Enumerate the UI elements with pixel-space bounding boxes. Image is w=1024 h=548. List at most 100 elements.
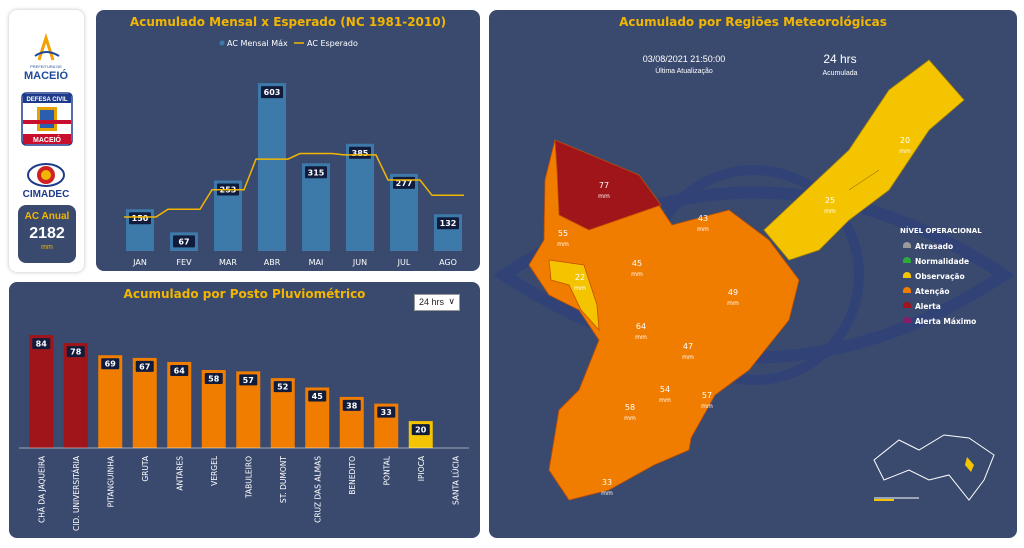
monthly-bar-label: 385 <box>352 149 369 158</box>
monthly-xtick: MAI <box>309 258 324 267</box>
level-legend: NÍVEL OPERACIONAL Atrasado Normalidade Obs… <box>900 226 982 326</box>
region-unit: mm <box>697 226 709 233</box>
legend-cloud-icon <box>903 272 911 276</box>
monthly-bar-label-bg <box>261 86 283 99</box>
posto-xtick: BENEDITO <box>348 456 357 495</box>
monthly-xtick: ABR <box>264 258 281 267</box>
monthly-bar-label: 132 <box>440 219 457 228</box>
inset-map <box>873 434 995 501</box>
logo2-top: DEFESA CIVIL <box>26 97 67 103</box>
logo2-bottom: MACEIÓ <box>33 135 62 144</box>
monthly-legend: AC Mensal Máx AC Esperado <box>219 39 358 48</box>
period-dropdown[interactable]: 24 hrs ∨ <box>414 294 460 311</box>
posto-title: Acumulado por Posto Pluviométrico <box>123 287 366 301</box>
posto-bar-label-bg <box>273 381 292 393</box>
legend-item-label: Normalidade <box>915 257 969 266</box>
posto-bar-label: 57 <box>243 376 254 385</box>
prefeitura-logo: PREFEITURA DE MACEIÓ <box>24 33 68 82</box>
posto-bar-label: 52 <box>277 383 288 392</box>
monthly-bar-label: 150 <box>132 214 149 223</box>
posto-xtick: CID. UNIVERSITÁRIA <box>72 455 81 531</box>
region-unit: mm <box>824 208 836 215</box>
region-value: 77 <box>599 181 609 190</box>
monthly-title: Acumulado Mensal x Esperado (NC 1981-201… <box>129 15 447 29</box>
region-unit: mm <box>601 490 613 497</box>
cimadec-logo: CIMADEC <box>23 163 70 200</box>
period-dropdown-value: 24 hrs <box>419 297 445 307</box>
posto-bar-label-bg <box>32 338 51 350</box>
posto-xtick: VERGEL <box>210 455 219 486</box>
monthly-xtick: JAN <box>132 258 147 267</box>
posto-bar-label-bg <box>204 373 223 385</box>
posto-bar-label: 45 <box>312 392 324 401</box>
posto-bar-label: 84 <box>36 340 48 349</box>
posto-bar-label-bg <box>239 374 258 386</box>
region-unit: mm <box>631 271 643 278</box>
defesa-civil-logo: DEFESA CIVIL MACEIÓ <box>21 92 73 146</box>
region-value: 20 <box>900 136 910 145</box>
region-value: 49 <box>728 288 738 297</box>
legend-cloud-icon <box>903 257 911 261</box>
ac-anual-unit: mm <box>41 244 53 251</box>
update-info: 03/08/2021 21:50:00 Última Atualização <box>629 54 739 75</box>
region-unit: mm <box>574 285 586 292</box>
legend-item-label: Atrasado <box>915 242 953 251</box>
legend-cloud-icon <box>903 302 911 306</box>
region-unit: mm <box>899 148 911 155</box>
posto-xtick: ANTARES <box>175 456 184 491</box>
monthly-xtick: FEV <box>176 258 192 267</box>
posto-bar-label-bg <box>135 360 154 372</box>
region-unit: mm <box>598 193 610 200</box>
monthly-bar-label-bg <box>173 235 195 248</box>
posto-bar[interactable] <box>132 357 157 448</box>
posto-chart: 84 CHÃ DA JAQUEIRA 78 CID. UNIVERSITÁRIA 69 P… <box>19 335 469 531</box>
legend-item-label: Atenção <box>915 287 949 296</box>
posto-xtick: PITANGUINHA <box>106 455 115 507</box>
legend-item-label: Observação <box>915 272 965 281</box>
posto-xtick: IPIOCA <box>417 455 426 481</box>
legend-mensal-label: AC Mensal Máx <box>227 39 288 48</box>
posto-bar[interactable] <box>98 355 123 448</box>
logo1-text: MACEIÓ <box>24 69 68 82</box>
ac-anual-card: AC Anual 2182 mm <box>18 205 76 263</box>
period-label: Acumulada <box>822 70 858 77</box>
monthly-bar-label: 315 <box>308 168 325 177</box>
region-value: 55 <box>558 229 568 238</box>
posto-bar[interactable] <box>29 335 54 448</box>
regions-map: 77 mm 55 mm 43 mm 22 mm 45 mm 49 mm 64 mm 47 mm 54 mm 58 mm… <box>493 59 1015 501</box>
monthly-bar[interactable] <box>258 83 286 251</box>
region-atencao <box>528 139 800 501</box>
posto-bar-label-bg <box>377 406 396 418</box>
region-value: 54 <box>660 385 670 394</box>
posto-bar[interactable] <box>167 361 192 448</box>
legend-mensal-swatch <box>219 40 225 46</box>
ac-anual-label: AC Anual <box>24 211 70 222</box>
region-value: 25 <box>825 196 835 205</box>
update-datetime: 03/08/2021 21:50:00 <box>642 54 726 64</box>
regions-title: Acumulado por Regiões Meteorológicas <box>619 15 887 29</box>
region-unit: mm <box>659 397 671 404</box>
legend-cloud-icon <box>903 242 911 246</box>
legend-cloud-icon <box>903 287 911 291</box>
posto-xtick: SANTA LÚCIA <box>451 455 460 505</box>
monthly-xtick: AGO <box>439 258 457 267</box>
posto-bar-label: 64 <box>174 366 186 375</box>
posto-bar-label-bg <box>342 399 361 411</box>
monthly-bar-label: 603 <box>264 88 281 97</box>
monthly-chart: AC Mensal Máx AC Esperado 150JAN67FEV253… <box>124 39 464 267</box>
update-label: Última Atualização <box>655 68 713 75</box>
region-unit: mm <box>727 300 739 307</box>
legend-esperado-label: AC Esperado <box>307 39 358 48</box>
legend-item-label: Alerta <box>915 302 941 311</box>
posto-xtick: CHÃ DA JAQUEIRA <box>37 455 46 523</box>
region-alerta-77 <box>554 139 662 231</box>
posto-bar[interactable] <box>63 343 88 448</box>
legend-cloud-icon <box>903 317 911 321</box>
posto-bar-label-bg <box>308 390 327 402</box>
region-value: 22 <box>575 273 585 282</box>
expected-line <box>124 152 464 218</box>
posto-bar-label: 67 <box>139 362 150 371</box>
monthly-bar[interactable] <box>346 143 374 251</box>
logo3-text: CIMADEC <box>23 189 70 200</box>
monthly-bar-label-bg <box>129 212 151 225</box>
